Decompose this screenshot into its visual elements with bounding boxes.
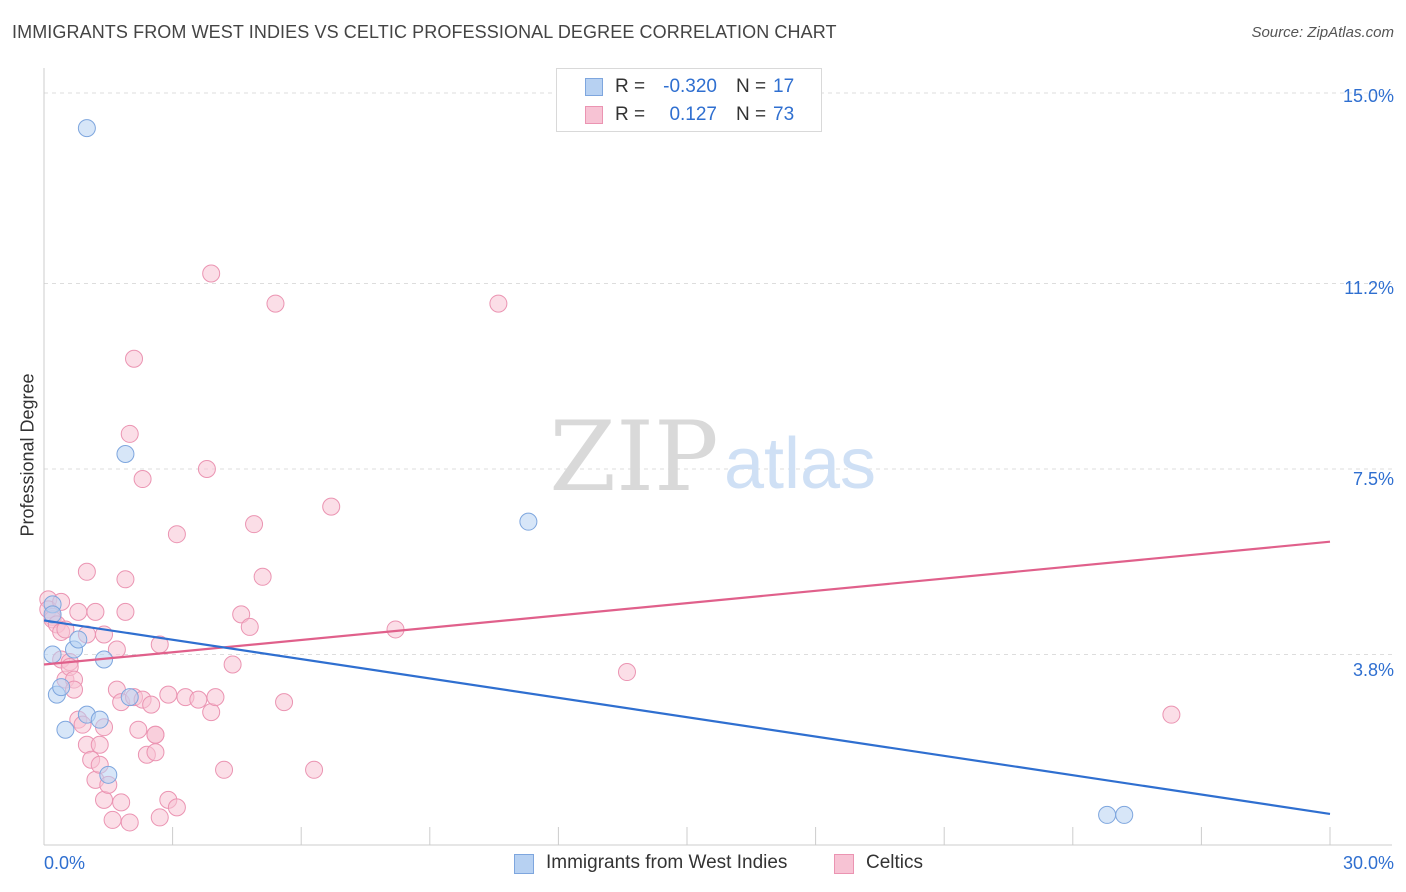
- x-tick-label-max: 30.0%: [1342, 853, 1394, 873]
- west-indies-point-2: [43, 645, 62, 664]
- r-label: R =: [615, 76, 646, 97]
- celtics-point-49: [150, 808, 169, 827]
- watermark-atlas: atlas: [724, 424, 876, 504]
- celtics-points: [39, 264, 1181, 832]
- celtics-point-62: [232, 605, 251, 624]
- celtics-point-50: [159, 685, 178, 704]
- celtics-point-58: [202, 264, 221, 283]
- celtics-trend-line: [43, 540, 1331, 666]
- n-label: N =: [736, 104, 767, 125]
- celtics-point-67: [275, 693, 294, 712]
- celtics-point-47: [146, 725, 165, 744]
- celtics-point-73: [1162, 705, 1181, 724]
- celtics-point-59: [206, 688, 225, 707]
- west-indies-r-value: -0.320: [663, 76, 717, 97]
- celtics-point-35: [116, 602, 135, 621]
- celtics-point-37: [120, 813, 139, 832]
- west-indies-point-9: [77, 119, 96, 138]
- celtics-r-value: 0.127: [669, 104, 717, 125]
- y-tick-label-11-2: 11.2%: [1344, 278, 1394, 298]
- west-indies-point-10: [90, 710, 109, 729]
- stats-row-west-indies: R = -0.320 N = 17: [557, 73, 821, 101]
- stats-row-celtics: R = 0.127 N = 73: [557, 101, 821, 129]
- west-indies-point-15: [519, 512, 538, 531]
- celtics-point-55: [189, 690, 208, 709]
- celtics-point-63: [240, 617, 259, 636]
- celtics-point-23: [90, 735, 109, 754]
- watermark-zip: ZIP: [549, 401, 718, 513]
- watermark: ZIP atlas: [549, 401, 876, 513]
- celtics-point-69: [322, 497, 341, 516]
- n-label: N =: [736, 76, 767, 97]
- celtics-point-72: [617, 663, 636, 682]
- celtics-point-21: [86, 602, 105, 621]
- legend-label-west-indies: Immigrants from West Indies: [546, 852, 788, 873]
- west-indies-point-17: [1115, 805, 1134, 824]
- y-tick-label-7-5: 7.5%: [1352, 469, 1394, 489]
- celtics-point-44: [142, 695, 161, 714]
- celtics-point-68: [305, 760, 324, 779]
- celtics-swatch: [585, 106, 603, 124]
- celtics-point-40: [129, 720, 148, 739]
- source-label: Source: ZipAtlas.com: [1251, 24, 1394, 41]
- celtics-point-34: [116, 570, 135, 589]
- celtics-point-71: [489, 294, 508, 313]
- celtics-point-27: [95, 790, 114, 809]
- celtics-point-41: [133, 470, 152, 489]
- west-indies-point-14: [120, 688, 139, 707]
- west-indies-point-7: [69, 630, 88, 649]
- west-indies-n-value: 17: [773, 76, 795, 97]
- trend-lines: [43, 540, 1331, 816]
- x-tick-label-min: 0.0%: [44, 853, 86, 873]
- celtics-point-36: [120, 424, 139, 443]
- correlation-stats-box: R = -0.320 N = 17 R = 0.127 N = 73: [556, 68, 822, 132]
- west-indies-swatch: [585, 78, 603, 96]
- west-indies-point-4: [52, 678, 71, 697]
- celtics-point-45: [146, 743, 165, 762]
- celtics-point-38: [125, 349, 144, 368]
- legend-label-celtics: Celtics: [866, 852, 924, 873]
- west-indies-point-1: [43, 605, 62, 624]
- west-indies-point-12: [99, 765, 118, 784]
- celtics-point-52: [167, 525, 186, 544]
- west-indies-point-5: [56, 720, 75, 739]
- west-indies-point-16: [1098, 805, 1117, 824]
- celtics-point-29: [103, 810, 122, 829]
- celtics-point-66: [266, 294, 285, 313]
- celtics-point-57: [202, 703, 221, 722]
- y-tick-label-15: 15.0%: [1342, 86, 1394, 106]
- west-indies-trend-line: [43, 619, 1331, 816]
- celtics-point-14: [69, 602, 88, 621]
- y-tick-label-3-8: 3.8%: [1352, 660, 1394, 680]
- celtics-point-65: [253, 567, 272, 586]
- celtics-point-33: [112, 793, 131, 812]
- west-indies-point-13: [116, 444, 135, 463]
- chart-title: IMMIGRANTS FROM WEST INDIES VS CELTIC PR…: [12, 22, 837, 42]
- legend-swatch-west-indies: [514, 854, 534, 874]
- celtics-point-64: [245, 515, 264, 534]
- celtics-point-60: [215, 760, 234, 779]
- gridlines: [44, 92, 1392, 656]
- celtics-point-56: [197, 460, 216, 479]
- r-label: R =: [615, 104, 646, 125]
- celtics-n-value: 73: [773, 104, 795, 125]
- celtics-point-61: [223, 655, 242, 674]
- legend-swatch-celtics: [834, 854, 854, 874]
- axes: [43, 68, 1392, 846]
- celtics-point-17: [77, 562, 96, 581]
- celtics-point-53: [167, 798, 186, 817]
